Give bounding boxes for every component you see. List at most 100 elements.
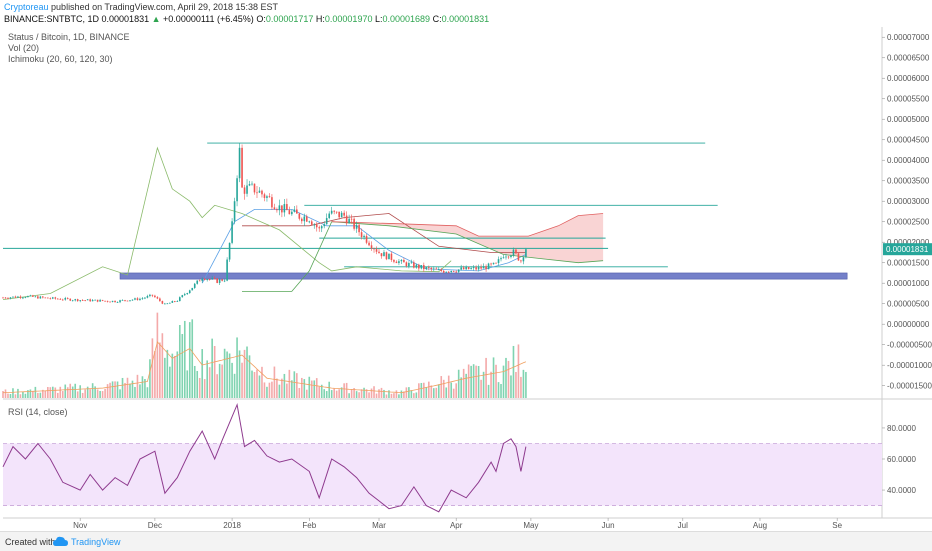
- candle-109: [273, 203, 276, 210]
- y-tick-label-5: 0.00004500: [887, 136, 930, 145]
- candle-63: [159, 297, 161, 302]
- tradingview-brand-link[interactable]: TradingView: [71, 537, 121, 547]
- candle-101: [253, 183, 256, 195]
- candle-126: [315, 222, 318, 232]
- candle-49: [124, 299, 126, 302]
- volume-bar-105: [263, 382, 266, 398]
- volume-bar-156: [390, 393, 393, 398]
- candle-147: [368, 240, 370, 247]
- candle-129: [323, 221, 326, 229]
- candle-body: [296, 209, 298, 214]
- candle-body: [353, 218, 355, 229]
- candle-body: [320, 226, 323, 229]
- rsi-legend[interactable]: RSI (14, close): [8, 407, 68, 417]
- candle-99: [248, 180, 251, 187]
- volume-bar-102: [256, 369, 258, 398]
- volume-bar-210: [525, 371, 527, 398]
- candle-body: [435, 268, 438, 270]
- volume-bar-19: [49, 387, 52, 398]
- candle-157: [393, 259, 395, 264]
- candle-body: [335, 211, 338, 213]
- candle-body: [99, 299, 101, 302]
- candle-165: [413, 260, 415, 269]
- candle-body: [425, 267, 428, 270]
- volume-bar-99: [248, 355, 251, 398]
- volume-bar-185: [462, 368, 465, 398]
- y-tick-label-3: 0.00005500: [887, 95, 930, 104]
- candle-body: [243, 187, 246, 194]
- ichimoku-legend[interactable]: Ichimoku (20, 60, 120, 30): [8, 54, 113, 64]
- volume-bar-207: [517, 344, 520, 398]
- candle-body: [9, 297, 12, 299]
- volume-bar-63: [159, 342, 161, 398]
- rsi-tick-label-0: 80.0000: [887, 424, 916, 433]
- candle-190: [475, 265, 477, 271]
- candle-body: [246, 185, 248, 194]
- candle-body: [517, 253, 520, 261]
- y-tick-label-8: 0.00003000: [887, 197, 930, 206]
- candle-body: [154, 295, 156, 298]
- candle-48: [121, 299, 124, 301]
- volume-bar-157: [393, 393, 395, 398]
- candle-4: [12, 296, 14, 299]
- volume-bar-121: [303, 379, 306, 398]
- y-tick-label-15: -0.00000500: [887, 341, 932, 350]
- author-link[interactable]: Cryptoreau: [4, 2, 49, 12]
- candle-body: [350, 218, 353, 220]
- candle-193: [482, 263, 485, 269]
- chart-legend-title: Status / Bitcoin, 1D, BINANCE: [8, 32, 130, 42]
- volume-bar-68: [171, 353, 174, 398]
- candle-body: [228, 242, 231, 260]
- volume-bar-56: [141, 376, 144, 398]
- candle-body: [218, 279, 221, 283]
- volume-bar-93: [233, 373, 236, 398]
- volume-bar-75: [188, 322, 191, 398]
- y-tick-label-6: 0.00004000: [887, 156, 930, 165]
- candle-body: [141, 298, 144, 300]
- volume-legend[interactable]: Vol (20): [8, 43, 40, 53]
- candle-201: [502, 254, 505, 259]
- price-chart[interactable]: 0.00007000 0.00006500 0.00006000 0.00005500…: [0, 0, 932, 531]
- candle-144: [360, 228, 363, 240]
- candle-168: [420, 265, 423, 270]
- volume-bar-194: [485, 357, 487, 398]
- candle-92: [231, 218, 233, 245]
- volume-bar-18: [47, 386, 49, 398]
- volume-bar-84: [211, 338, 213, 398]
- candle-body: [39, 296, 42, 299]
- volume-bar-50: [126, 377, 129, 398]
- candle-176: [440, 268, 443, 272]
- volume-bar-135: [338, 389, 340, 398]
- candle-132: [330, 206, 333, 215]
- volume-bar-47: [119, 389, 121, 398]
- volume-bar-128: [320, 384, 323, 398]
- volume-bar-107: [268, 382, 271, 398]
- candle-body: [59, 298, 62, 300]
- candle-145: [363, 234, 365, 240]
- candle-body: [370, 245, 373, 249]
- volume-bar-170: [425, 387, 428, 398]
- volume-bar-25: [64, 384, 67, 398]
- candle-189: [472, 265, 475, 271]
- candle-0: [2, 296, 4, 299]
- candle-136: [340, 210, 343, 218]
- candle-body: [61, 299, 64, 301]
- candle-54: [136, 297, 139, 301]
- candle-163: [408, 261, 410, 269]
- candle-100: [251, 181, 253, 186]
- created-with-text: Created with: [5, 537, 56, 547]
- volume-bar-166: [415, 392, 418, 398]
- volume-bar-143: [358, 392, 360, 398]
- candle-body: [340, 212, 343, 218]
- candle-body: [34, 296, 37, 298]
- candle-body: [91, 300, 94, 302]
- publish-text: published on TradingView.com, April 29, …: [51, 2, 279, 12]
- candle-88: [221, 278, 223, 282]
- low-value: 0.00001689: [382, 14, 431, 24]
- volume-bar-129: [323, 389, 326, 398]
- candle-body: [303, 216, 306, 222]
- candle-192: [480, 264, 482, 271]
- candle-29: [74, 298, 77, 302]
- candle-body: [226, 259, 228, 281]
- volume-bar-197: [492, 357, 495, 398]
